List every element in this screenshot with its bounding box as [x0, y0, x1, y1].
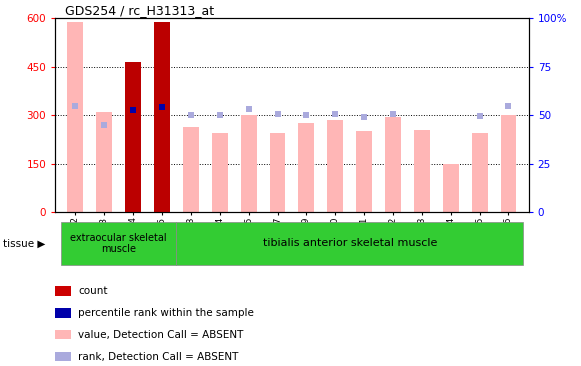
Bar [125, 62, 141, 212]
Bar [443, 164, 458, 212]
Bar [55, 286, 71, 296]
Bar [212, 133, 228, 212]
Bar [183, 127, 199, 212]
Bar [472, 133, 487, 212]
Text: tibialis anterior skeletal muscle: tibialis anterior skeletal muscle [263, 238, 437, 249]
Text: value, Detection Call = ABSENT: value, Detection Call = ABSENT [78, 330, 244, 340]
Text: count: count [78, 286, 108, 296]
Bar [385, 117, 401, 212]
Bar [177, 222, 523, 265]
Bar [501, 115, 517, 212]
Bar [327, 120, 343, 212]
Bar [270, 133, 285, 212]
Bar [55, 330, 71, 340]
Bar [356, 131, 372, 212]
Text: rank, Detection Call = ABSENT: rank, Detection Call = ABSENT [78, 352, 239, 362]
Bar [241, 115, 257, 212]
Text: percentile rank within the sample: percentile rank within the sample [78, 308, 254, 318]
Bar [55, 308, 71, 318]
Bar [414, 130, 430, 212]
Bar [299, 123, 314, 212]
Bar [96, 112, 112, 212]
Bar [55, 352, 71, 362]
Text: GDS254 / rc_H31313_at: GDS254 / rc_H31313_at [64, 4, 214, 17]
Text: extraocular skeletal
muscle: extraocular skeletal muscle [70, 232, 167, 254]
Bar [154, 22, 170, 212]
Bar [61, 222, 177, 265]
Text: tissue ▶: tissue ▶ [3, 238, 45, 249]
Bar [67, 22, 83, 212]
